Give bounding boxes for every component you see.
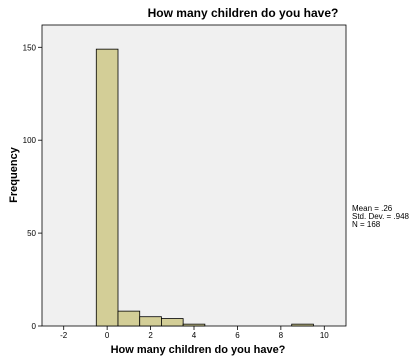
plot-area bbox=[41, 24, 347, 327]
y-tick-label: 150 bbox=[23, 43, 37, 52]
x-tick-label: 6 bbox=[235, 331, 240, 340]
histogram-bar-4 bbox=[182, 323, 206, 327]
y-axis-ticks: 0 50 100 150 bbox=[23, 43, 42, 331]
histogram-bar-3 bbox=[161, 318, 184, 327]
histogram-bar-5 bbox=[291, 323, 314, 327]
y-tick-label: 0 bbox=[32, 322, 37, 331]
x-tick-label: 2 bbox=[148, 331, 153, 340]
y-tick-label: 50 bbox=[27, 229, 36, 238]
x-tick-label: 8 bbox=[279, 331, 284, 340]
chart-title: How many children do you have? bbox=[148, 6, 339, 20]
x-axis-label: How many children do you have? bbox=[111, 344, 286, 356]
summary-statistics: Mean = .26 Std. Dev. = .948 N = 168 bbox=[352, 205, 409, 229]
histogram-bar-1 bbox=[117, 310, 141, 327]
stat-std-dev: Std. Dev. = .948 bbox=[352, 212, 409, 221]
histogram-bar-2 bbox=[139, 316, 162, 327]
x-tick-label: -2 bbox=[60, 331, 68, 340]
x-tick-label: 10 bbox=[320, 331, 329, 340]
stat-mean: Mean = .26 bbox=[352, 204, 393, 213]
x-tick-label: 4 bbox=[192, 331, 197, 340]
y-axis-label: Frequency bbox=[8, 146, 20, 203]
x-tick-label: 0 bbox=[105, 331, 110, 340]
y-tick-label: 100 bbox=[23, 136, 37, 145]
histogram-bar-0 bbox=[95, 48, 119, 327]
stat-n: N = 168 bbox=[352, 220, 381, 229]
x-axis-ticks: -2 0 2 4 6 8 10 bbox=[60, 326, 329, 340]
bars-group bbox=[95, 48, 314, 327]
